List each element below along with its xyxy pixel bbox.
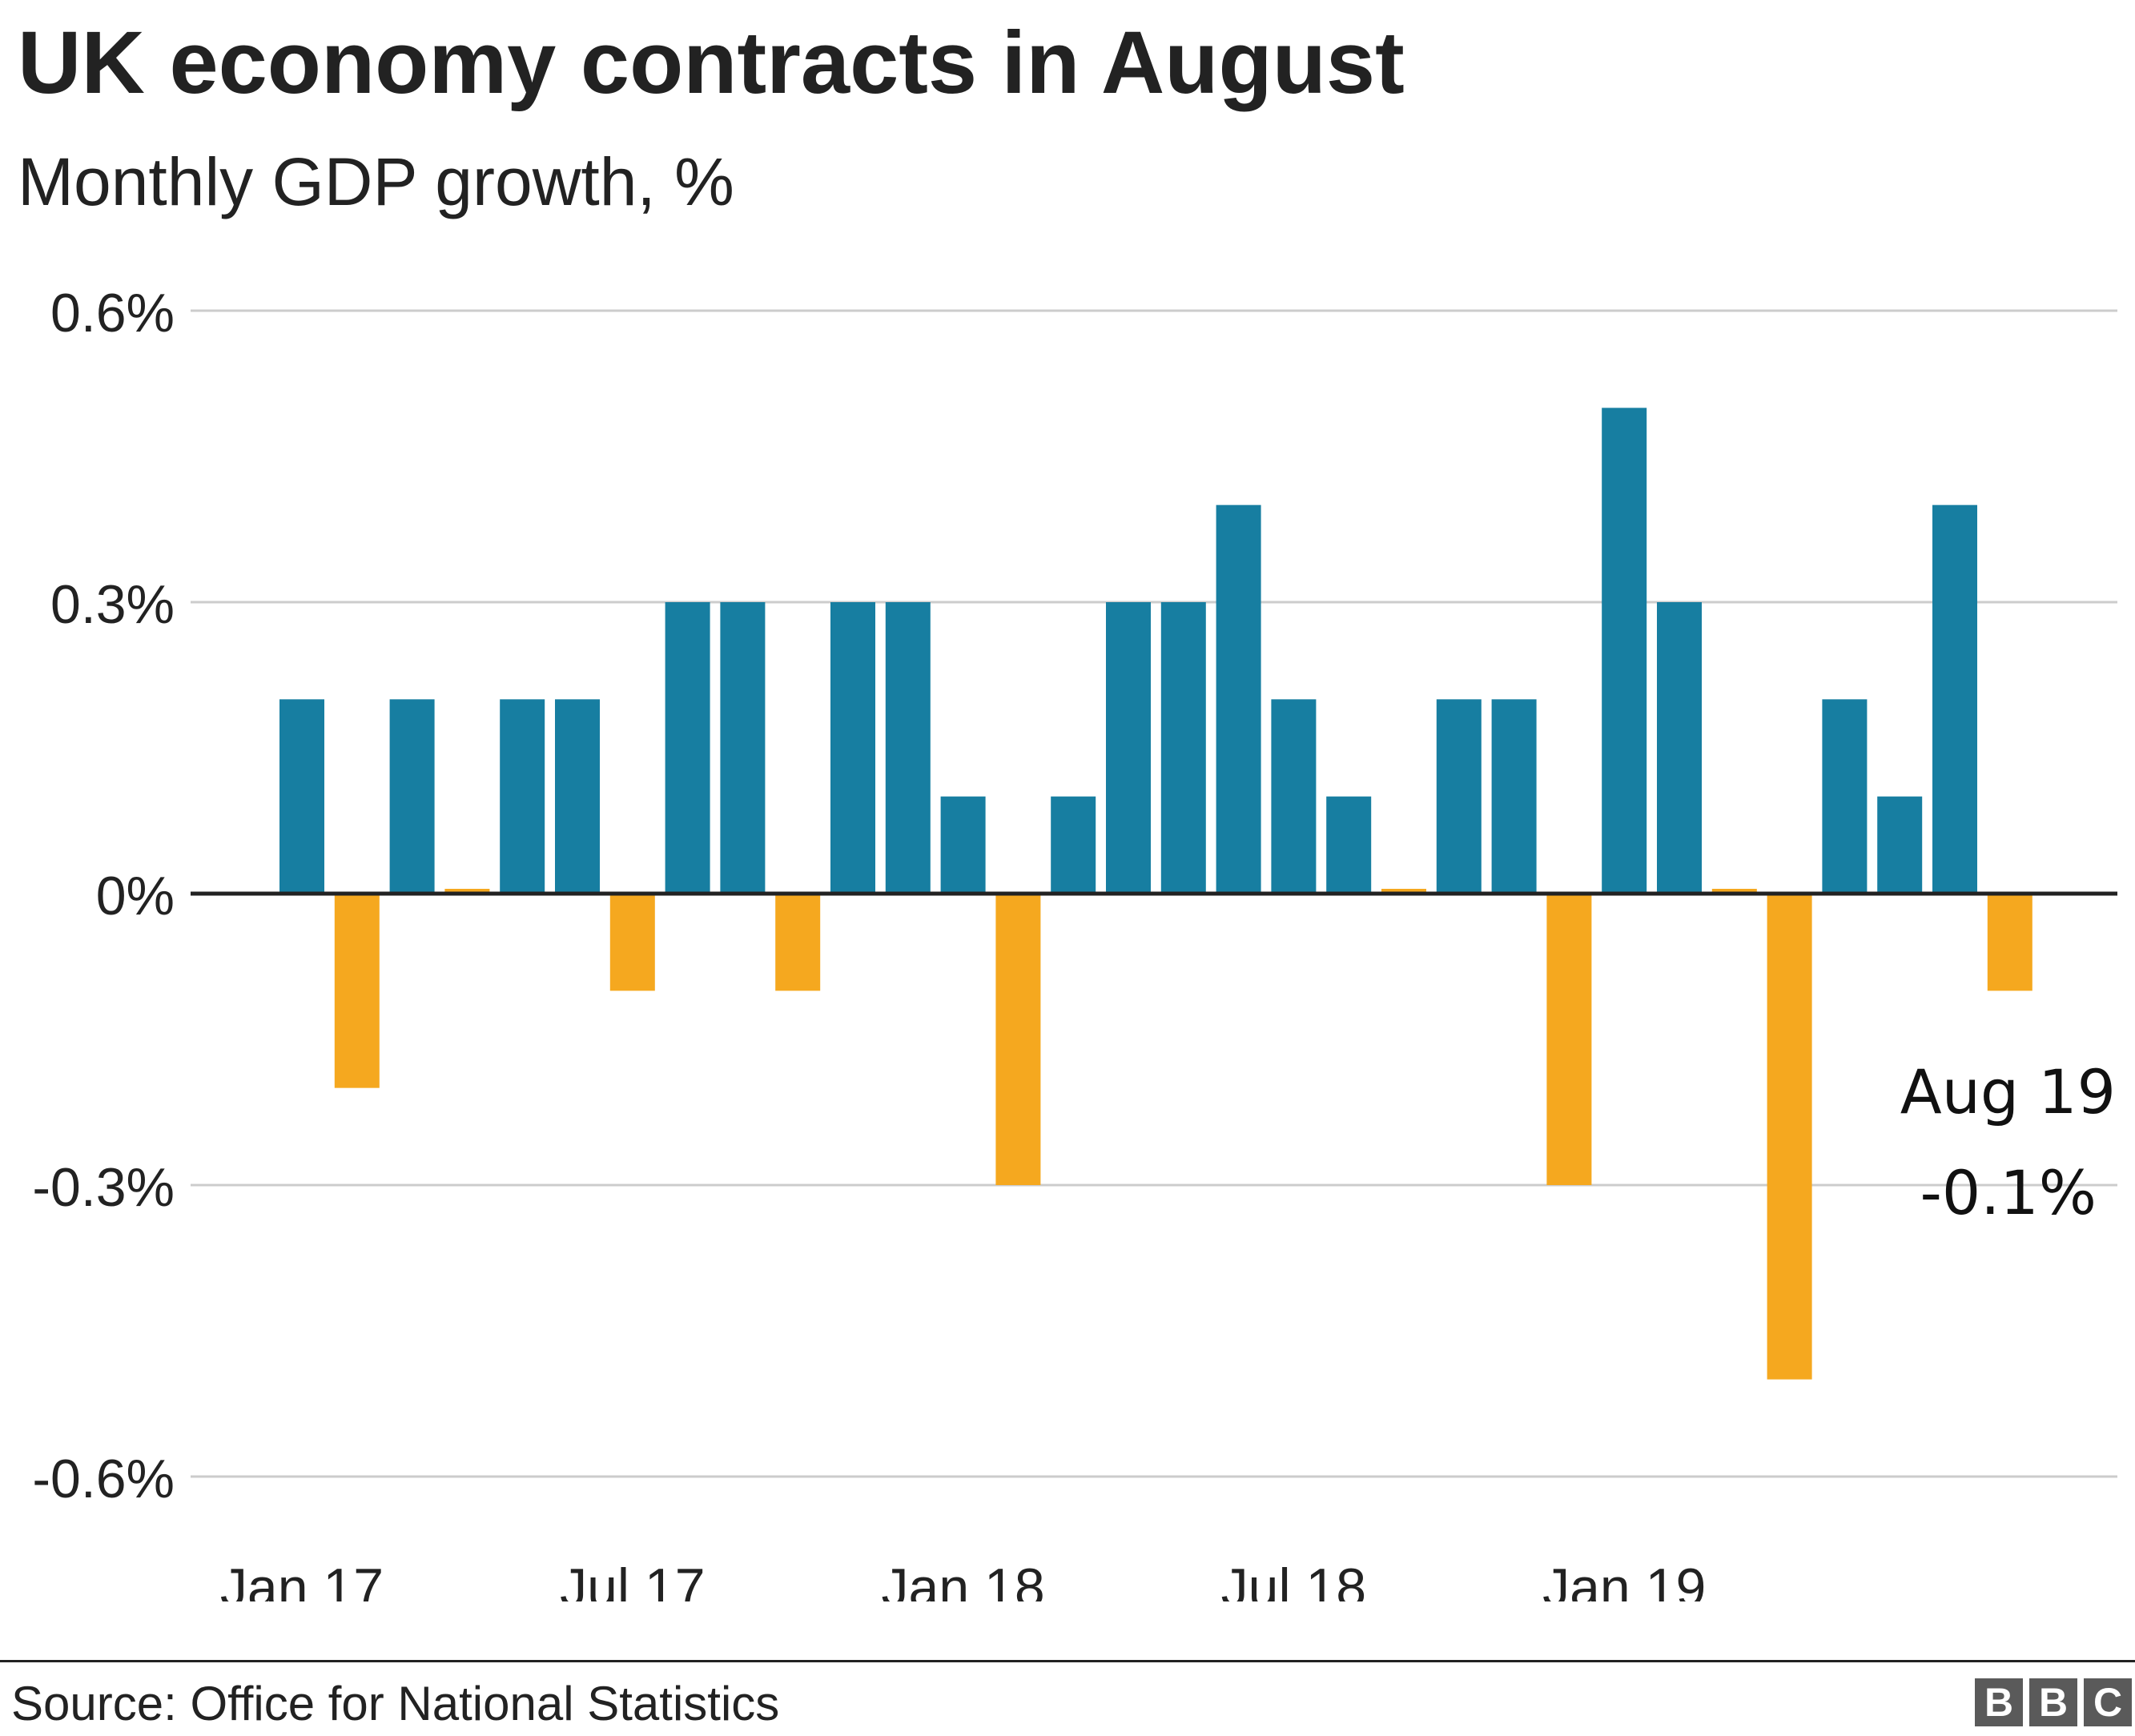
annotation-value: -0.1% [1920, 1157, 2097, 1228]
chart-subtitle: Monthly GDP growth, % [18, 144, 734, 219]
bar [885, 602, 931, 894]
bar [1877, 796, 1923, 894]
annotation-label: Aug 19 [1900, 1056, 2116, 1127]
bar [1326, 796, 1372, 894]
y-tick-label: 0% [96, 866, 175, 926]
bar [1381, 889, 1426, 894]
logo-letter: C [2084, 1678, 2132, 1726]
bar [1657, 602, 1702, 894]
chart-title: UK economy contracts in August [18, 14, 1405, 112]
bar-chart: 0.6%0.3%0%-0.3%-0.6% Jan 17 Jul 17 Jan 18 J… [32, 283, 2117, 1601]
bar [444, 889, 490, 894]
x-axis-ticks: Jan 17 Jul 17 Jan 18 Jul 18 Jan 19 [220, 1557, 1706, 1601]
bar [1491, 699, 1537, 894]
x-tick-label: Jan 17 [220, 1557, 384, 1601]
bar [609, 894, 655, 991]
bar [279, 699, 324, 894]
bar [1767, 894, 1812, 1380]
logo-letter: B [1975, 1678, 2023, 1726]
x-tick-label: Jul 17 [560, 1557, 705, 1601]
source-note: Source: Office for National Statistics [11, 1677, 780, 1730]
y-tick-label: 0.6% [50, 283, 175, 344]
bar [1271, 699, 1317, 894]
bar [830, 602, 875, 894]
bar [1216, 504, 1261, 894]
bar [665, 602, 710, 894]
bar [720, 602, 766, 894]
bar [389, 699, 435, 894]
bar [1822, 699, 1868, 894]
logo-letter: B [2029, 1678, 2077, 1726]
bar [1436, 699, 1482, 894]
y-tick-label: -0.6% [32, 1449, 175, 1509]
bar [334, 894, 380, 1088]
y-tick-label: 0.3% [50, 574, 175, 635]
x-tick-label: Jul 18 [1221, 1557, 1366, 1601]
bar [940, 796, 986, 894]
y-tick-label: -0.3% [32, 1157, 175, 1218]
bar [1160, 602, 1206, 894]
x-tick-label: Jan 18 [882, 1557, 1045, 1601]
bar [1932, 504, 1977, 894]
bar [1106, 602, 1151, 894]
bar [1711, 889, 1757, 894]
bars [279, 408, 2032, 1380]
footer-divider [0, 1660, 2135, 1662]
bar [1546, 894, 1592, 1185]
bar [1051, 796, 1096, 894]
bar [1602, 408, 1647, 894]
bar [775, 894, 821, 991]
bbc-logo: B B C [1975, 1678, 2132, 1726]
bar [500, 699, 545, 894]
y-axis-ticks: 0.6% 0.3% 0% -0.3% -0.6% [32, 283, 175, 1509]
bar [995, 894, 1041, 1185]
bar [1987, 894, 2032, 991]
bar [555, 699, 600, 894]
x-tick-label: Jan 19 [1542, 1557, 1706, 1601]
